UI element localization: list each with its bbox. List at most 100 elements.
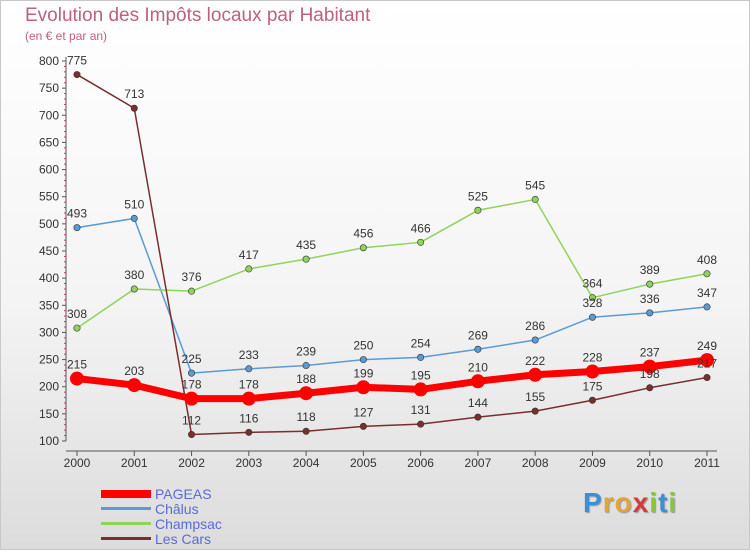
x-tick-label: 2009	[579, 456, 606, 470]
data-label-ch-lus: 250	[353, 339, 373, 353]
data-point-les-cars	[646, 384, 654, 392]
y-tick-label: 700	[39, 108, 59, 122]
data-point-pageas	[413, 382, 428, 397]
x-tick-label: 2011	[694, 456, 720, 470]
data-label-champsac: 466	[411, 221, 431, 235]
legend-item-pageas: PAGEAS	[101, 485, 222, 502]
y-tick-label: 550	[39, 190, 59, 204]
data-label-champsac: 408	[697, 253, 717, 267]
x-tick-label: 2001	[121, 456, 148, 470]
y-tick-label: 800	[39, 54, 59, 68]
data-label-champsac: 380	[124, 268, 144, 282]
data-label-ch-lus: 233	[239, 348, 259, 362]
legend-label: Champsac	[155, 515, 222, 532]
y-tick-label: 750	[39, 81, 59, 95]
data-label-les-cars: 118	[297, 410, 316, 424]
data-label-champsac: 389	[640, 263, 660, 277]
data-point-ch-lus	[73, 224, 81, 232]
legend-item-ch-lus: Châlus	[101, 501, 222, 517]
data-label-pageas: 199	[353, 366, 373, 380]
data-label-ch-lus: 225	[182, 352, 202, 366]
data-point-les-cars	[531, 407, 539, 415]
data-point-pageas	[184, 391, 199, 406]
data-label-pageas: 222	[525, 354, 545, 368]
data-label-pageas: 249	[697, 339, 717, 353]
data-label-ch-lus: 254	[411, 336, 431, 350]
data-label-les-cars: 175	[582, 379, 602, 393]
data-label-champsac: 456	[353, 227, 373, 241]
data-point-pageas	[585, 364, 600, 379]
data-label-les-cars: 155	[525, 390, 545, 404]
y-tick-label: 300	[39, 325, 59, 339]
data-point-champsac	[588, 294, 596, 302]
y-tick-label: 150	[39, 407, 59, 421]
data-point-pageas	[642, 359, 657, 374]
chart-subtitle: (en € et par an)	[25, 29, 108, 43]
data-label-champsac: 376	[182, 270, 202, 284]
data-point-champsac	[646, 280, 654, 288]
data-label-ch-lus: 239	[296, 345, 316, 359]
data-label-champsac: 364	[582, 277, 602, 291]
data-point-ch-lus	[646, 309, 654, 317]
y-tick-label: 400	[39, 271, 59, 285]
data-point-pageas	[356, 380, 371, 395]
data-point-ch-lus	[188, 369, 196, 377]
data-point-pageas	[127, 378, 142, 393]
data-point-champsac	[474, 206, 482, 214]
data-point-champsac	[188, 287, 196, 295]
data-label-ch-lus: 347	[697, 286, 717, 300]
data-label-pageas: 178	[182, 378, 202, 392]
data-point-les-cars	[474, 413, 482, 421]
data-point-les-cars	[188, 430, 196, 438]
x-tick-label: 2006	[407, 456, 434, 470]
data-point-les-cars	[359, 422, 367, 430]
data-point-ch-lus	[417, 353, 425, 361]
data-point-champsac	[73, 324, 81, 332]
x-tick-label: 2003	[235, 456, 262, 470]
legend-swatch	[101, 489, 151, 498]
y-tick-label: 600	[39, 163, 59, 177]
y-tick-label: 200	[39, 380, 59, 394]
legend-label: Les Cars	[155, 530, 212, 547]
x-tick-label: 2004	[293, 456, 320, 470]
data-label-champsac: 308	[67, 307, 87, 321]
proxiti-logo: Proxiti	[583, 487, 678, 518]
data-label-pageas: 215	[67, 358, 87, 372]
data-point-champsac	[130, 285, 138, 293]
data-point-pageas	[241, 391, 256, 406]
data-point-les-cars	[245, 428, 253, 436]
data-point-champsac	[531, 195, 539, 203]
x-tick-label: 2010	[636, 456, 663, 470]
y-tick-label: 350	[39, 298, 59, 312]
legend-item-champsac: Champsac	[101, 515, 222, 532]
data-label-ch-lus: 510	[124, 197, 144, 211]
data-label-pageas: 237	[640, 346, 660, 360]
data-label-les-cars: 775	[67, 54, 87, 68]
data-point-ch-lus	[703, 303, 711, 311]
data-point-ch-lus	[130, 214, 138, 222]
series-line-les-cars	[76, 73, 708, 436]
data-label-champsac: 435	[296, 238, 316, 252]
y-tick-label: 500	[39, 217, 59, 231]
data-label-pageas: 178	[239, 378, 259, 392]
data-label-les-cars: 116	[239, 411, 258, 425]
data-label-les-cars: 127	[353, 405, 373, 419]
data-point-pageas	[70, 371, 84, 386]
data-point-pageas	[299, 386, 314, 401]
data-label-pageas: 188	[296, 372, 316, 386]
data-point-ch-lus	[474, 345, 482, 353]
data-label-pageas: 195	[411, 368, 431, 382]
data-point-pageas	[700, 353, 714, 368]
data-label-pageas: 228	[582, 351, 602, 365]
data-point-les-cars	[588, 396, 596, 404]
data-point-ch-lus	[359, 356, 367, 364]
data-point-les-cars	[73, 71, 81, 79]
data-label-les-cars: 217	[697, 356, 717, 370]
chart-legend: PAGEAS Châlus Champsac Les Cars	[101, 485, 222, 547]
legend-label: PAGEAS	[155, 485, 212, 502]
data-label-les-cars: 144	[468, 396, 488, 410]
legend-swatch	[101, 507, 151, 510]
x-tick-label: 2005	[350, 456, 377, 470]
legend-swatch	[101, 537, 151, 540]
